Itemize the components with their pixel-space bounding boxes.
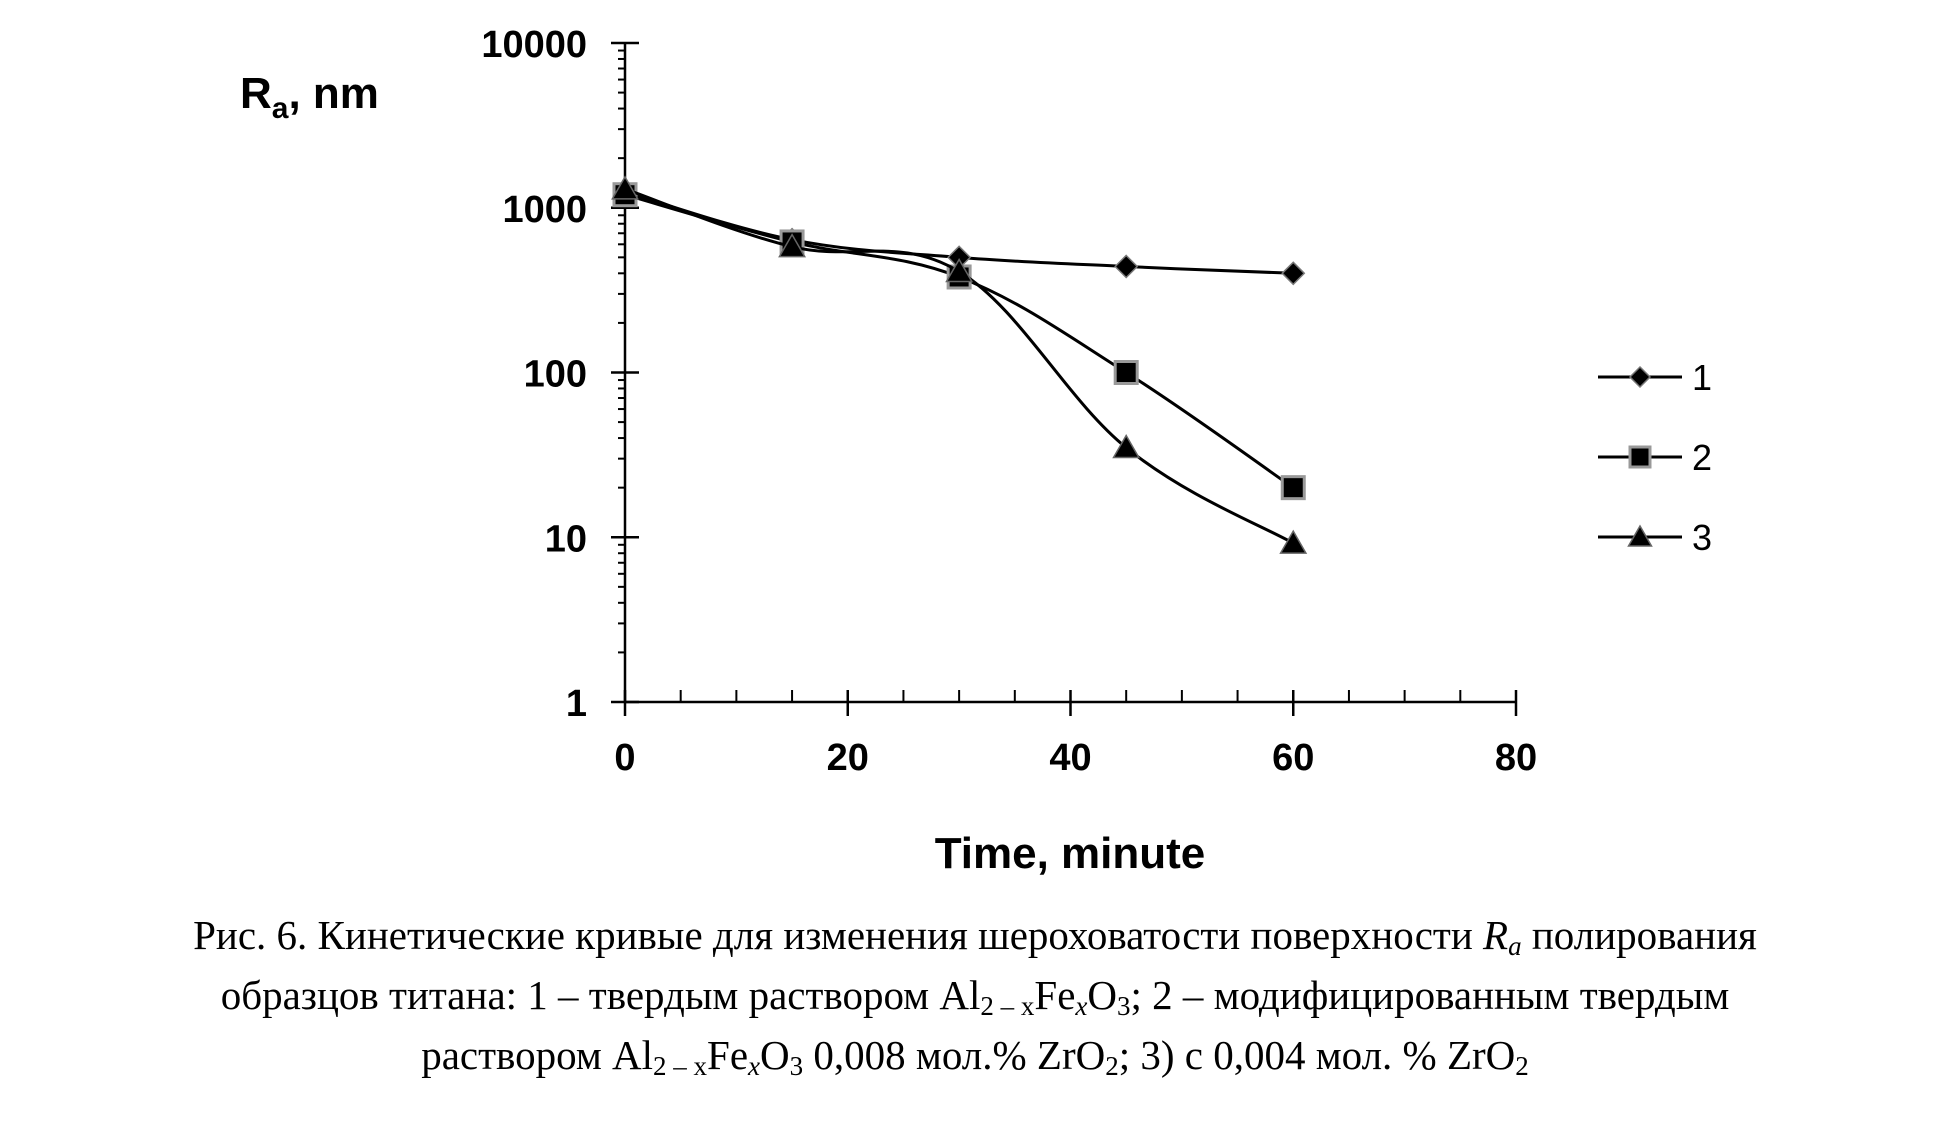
- y-tick-label: 10000: [481, 24, 587, 66]
- caption-line-2: образцов титана: 1 – твердым раствором A…: [220, 972, 1730, 1021]
- legend-item-1: 1: [1598, 357, 1712, 398]
- legend: 1 2 3: [1598, 357, 1712, 558]
- marker-triangle: [611, 175, 639, 200]
- x-tick-label: 40: [1049, 737, 1091, 779]
- y-axis-label-sub: a: [272, 92, 289, 125]
- legend-item-2: 2: [1598, 437, 1712, 478]
- x-tick-label: 60: [1272, 737, 1314, 779]
- series-layer: [611, 175, 1308, 554]
- y-axis-label: Ra, nm: [240, 69, 379, 125]
- series-line: [624, 187, 1294, 545]
- y-tick-label: 10: [545, 518, 587, 560]
- legend-item-3: 3: [1598, 517, 1712, 558]
- marker-square: [1280, 475, 1306, 501]
- axes: 1 10 100 1000 10000 0 20 40 60 80: [481, 24, 1537, 779]
- marker-triangle: [778, 233, 807, 258]
- figure-caption: Рис. 6. Кинетические кривые для изменени…: [0, 905, 1950, 1085]
- series-2: [612, 182, 1306, 501]
- x-axis-label: Time, minute: [935, 829, 1206, 878]
- series-3: [611, 175, 1308, 554]
- marker-diamond: [1628, 365, 1652, 389]
- y-tick-label: 100: [524, 354, 587, 396]
- legend-label: 1: [1692, 357, 1712, 398]
- marker-triangle: [1112, 434, 1141, 459]
- marker-diamond: [1281, 261, 1306, 286]
- caption-line-3: раствором Al2 – xFexO3 0,008 мол.% ZrO2;…: [421, 1032, 1529, 1081]
- marker-triangle: [945, 257, 974, 283]
- marker-diamond: [1114, 254, 1139, 279]
- marker-square: [1628, 445, 1652, 469]
- roughness-chart: 1 10 100 1000 10000 0 20 40 60 80 1 2 3 Ra, nm Time…: [240, 24, 1712, 878]
- marker-triangle: [1627, 524, 1653, 547]
- caption-line-1: Рис. 6. Кинетические кривые для изменени…: [193, 912, 1757, 961]
- marker-square: [1113, 360, 1139, 385]
- marker-triangle: [1279, 529, 1308, 554]
- x-tick-label: 80: [1495, 737, 1537, 779]
- y-tick-label: 1: [566, 683, 587, 725]
- y-tick-label: 1000: [502, 189, 587, 231]
- legend-label: 3: [1692, 517, 1712, 558]
- x-tick-label: 0: [614, 737, 635, 779]
- legend-label: 2: [1692, 437, 1712, 478]
- x-tick-label: 20: [827, 737, 869, 779]
- series-line: [624, 193, 1295, 489]
